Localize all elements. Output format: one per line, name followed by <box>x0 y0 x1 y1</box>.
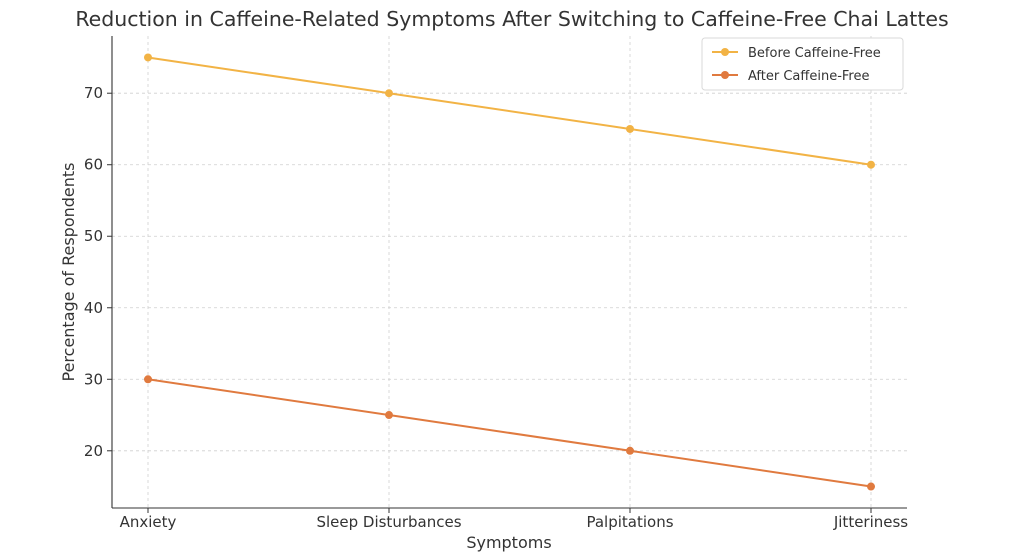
series-line-1 <box>147 378 872 488</box>
legend-box <box>701 37 904 91</box>
data-point <box>144 53 152 62</box>
chart-title: Reduction in Caffeine-Related Symptoms A… <box>75 7 948 31</box>
y-tick-label: 30 <box>84 370 103 388</box>
legend: Before Caffeine-Free After Caffeine-Free <box>701 37 904 91</box>
legend-marker-before <box>721 48 729 56</box>
legend-label-after: After Caffeine-Free <box>748 69 869 84</box>
axes-layer <box>111 36 907 509</box>
y-tick-label: 50 <box>84 227 103 245</box>
y-axis-label: Percentage of Respondents <box>59 162 78 381</box>
x-tick-label: Jitteriness <box>833 513 908 531</box>
series-layer <box>144 53 875 491</box>
data-point <box>867 482 875 491</box>
x-tick-label: Sleep Disturbances <box>316 513 461 531</box>
data-point <box>144 375 152 384</box>
data-point <box>626 124 634 133</box>
data-point <box>867 160 875 169</box>
legend-marker-after <box>721 71 729 79</box>
series-line-0 <box>147 56 872 166</box>
y-tick-label: 40 <box>84 299 103 317</box>
y-tick-label: 60 <box>84 156 103 174</box>
y-tick-label: 20 <box>84 442 103 460</box>
data-point <box>626 446 634 455</box>
grid-layer <box>112 36 907 508</box>
legend-label-before: Before Caffeine-Free <box>748 46 881 61</box>
y-tick-label: 70 <box>84 84 103 102</box>
data-point <box>385 411 393 420</box>
x-tick-label: Anxiety <box>120 513 177 531</box>
data-point <box>385 89 393 98</box>
x-axis-label: Symptoms <box>466 533 551 552</box>
ticks-layer: 20 30 40 50 60 70 Anxiety Sleep Disturbances Pal… <box>84 84 908 531</box>
x-tick-label: Palpitations <box>586 513 673 531</box>
